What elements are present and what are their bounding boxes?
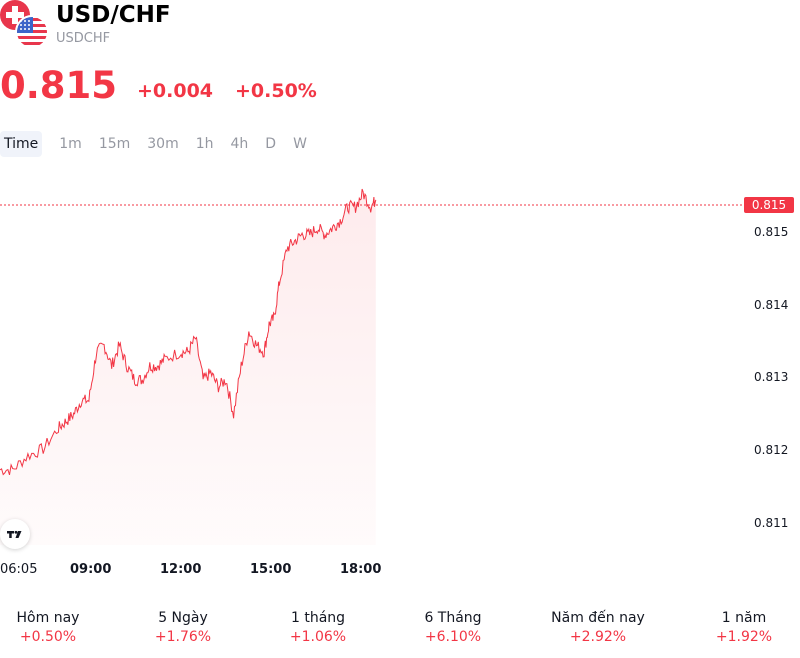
perf-1-month[interactable]: 1 tháng +1.06% bbox=[253, 610, 383, 645]
perf-value: +1.92% bbox=[715, 629, 773, 645]
x-tick-label: 06:05 bbox=[0, 562, 38, 577]
x-tick-label: 15:00 bbox=[250, 562, 292, 577]
tab-w[interactable]: W bbox=[293, 136, 307, 152]
perf-value: +0.50% bbox=[19, 629, 77, 645]
perf-label: 1 tháng bbox=[290, 610, 346, 626]
price-area-fill bbox=[0, 189, 376, 545]
y-tick-label: 0.814 bbox=[754, 298, 789, 312]
perf-1-year[interactable]: 1 năm +1.92% bbox=[679, 610, 800, 645]
price-chart[interactable] bbox=[0, 180, 800, 550]
current-price: 0.815 bbox=[0, 64, 118, 107]
perf-label: Hôm nay bbox=[16, 610, 80, 626]
y-tick-label: 0.811 bbox=[754, 516, 789, 530]
perf-5-days[interactable]: 5 Ngày +1.76% bbox=[118, 610, 248, 645]
perf-label: 6 Tháng bbox=[424, 610, 482, 626]
perf-value: +1.06% bbox=[289, 629, 347, 645]
timeframe-tabs: Time 1m 15m 30m 1h 4h D W bbox=[0, 131, 316, 157]
symbol-ticker: USDCHF bbox=[56, 31, 111, 46]
x-tick-label: 09:00 bbox=[70, 562, 112, 577]
y-tick-label: 0.815 bbox=[754, 225, 789, 239]
perf-value: +2.92% bbox=[569, 629, 627, 645]
tab-15m[interactable]: 15m bbox=[98, 136, 131, 152]
perf-label: 5 Ngày bbox=[158, 610, 208, 626]
perf-label: Năm đến nay bbox=[551, 610, 645, 626]
last-price-tag: 0.815 bbox=[744, 197, 794, 213]
y-tick-label: 0.812 bbox=[754, 443, 789, 457]
x-tick-label: 18:00 bbox=[340, 562, 382, 577]
tab-1m[interactable]: 1m bbox=[59, 136, 82, 152]
perf-label: 1 năm bbox=[721, 610, 767, 626]
perf-today[interactable]: Hôm nay +0.50% bbox=[0, 610, 113, 645]
perf-6-months[interactable]: 6 Tháng +6.10% bbox=[388, 610, 518, 645]
tab-30m[interactable]: 30m bbox=[147, 136, 179, 152]
chf-usd-flags-icon bbox=[0, 0, 50, 50]
perf-value: +1.76% bbox=[154, 629, 212, 645]
perf-value: +6.10% bbox=[424, 629, 482, 645]
price-change: +0.004 bbox=[137, 80, 214, 102]
tab-4h[interactable]: 4h bbox=[230, 136, 249, 152]
tradingview-logo-icon[interactable] bbox=[0, 519, 30, 549]
perf-ytd[interactable]: Năm đến nay +2.92% bbox=[533, 610, 663, 645]
tab-time[interactable]: Time bbox=[0, 131, 43, 157]
symbol-title: USD/CHF bbox=[56, 2, 171, 28]
tab-1h[interactable]: 1h bbox=[195, 136, 214, 152]
price-line bbox=[0, 188, 377, 476]
tab-d[interactable]: D bbox=[265, 136, 277, 152]
x-tick-label: 12:00 bbox=[160, 562, 202, 577]
price-change-percent: +0.50% bbox=[235, 80, 317, 102]
y-tick-label: 0.813 bbox=[754, 370, 789, 384]
